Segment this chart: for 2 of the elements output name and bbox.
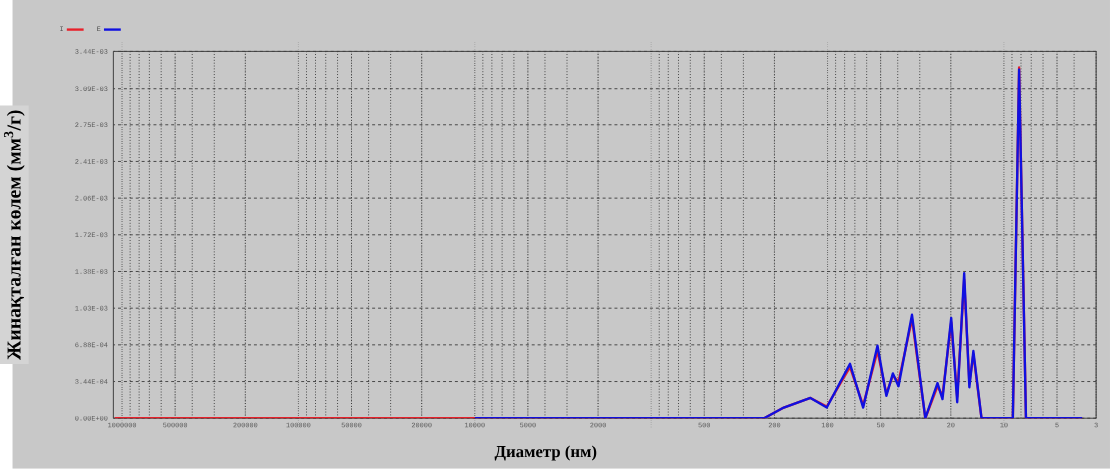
y-axis-title: Жинақталған көлем (мм$^{3}$/г) [3,110,25,361]
x-axis-title: Диаметр (нм) [494,445,597,461]
